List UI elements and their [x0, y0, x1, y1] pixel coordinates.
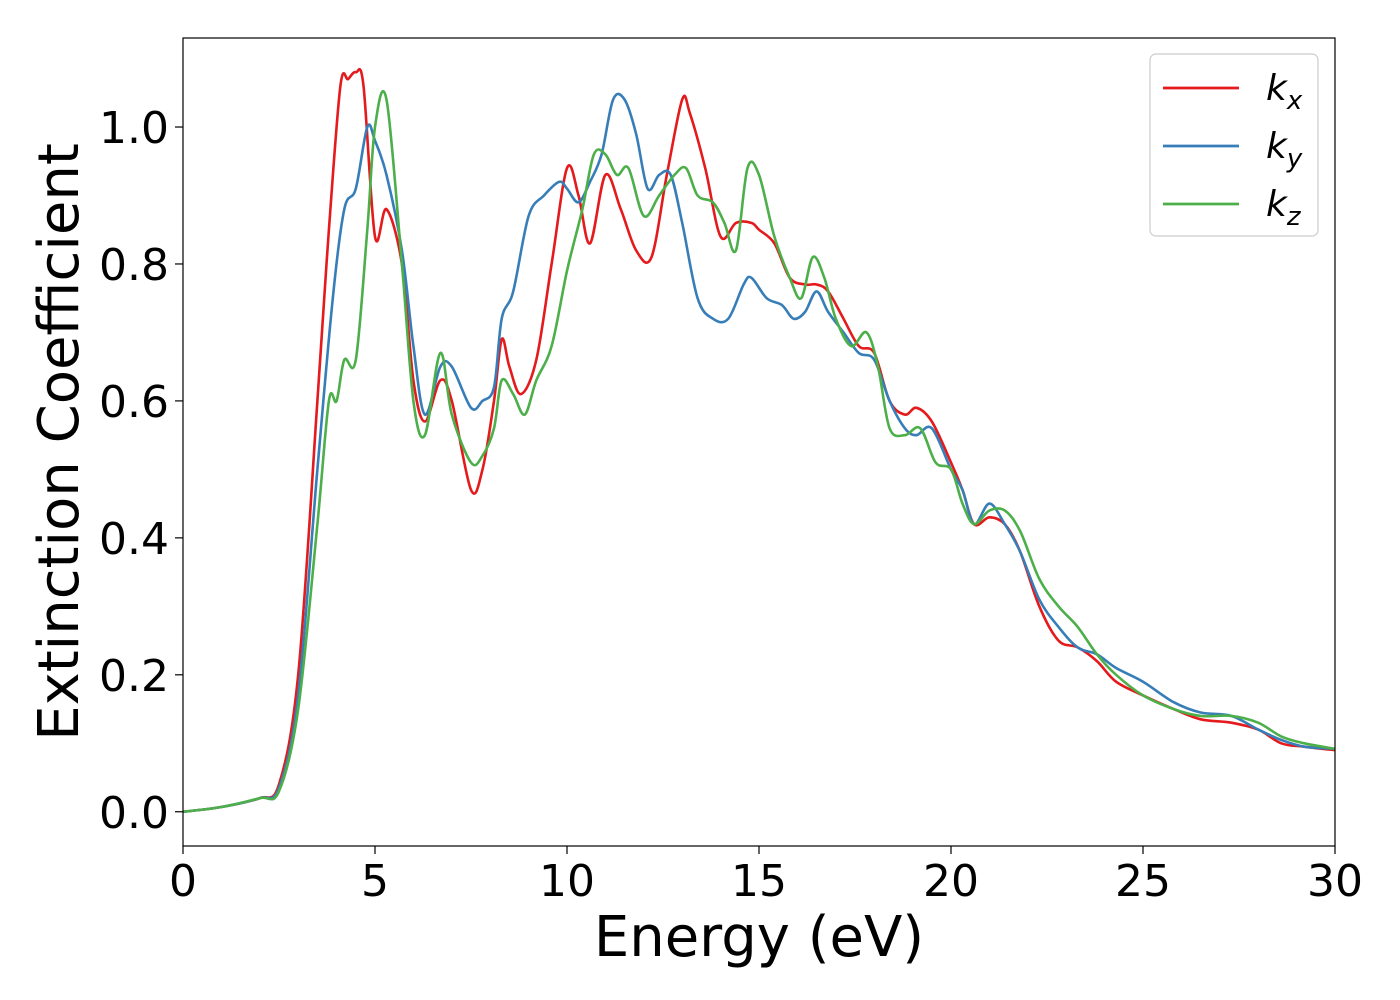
series-line-ky [182, 92, 1336, 814]
series-line-kz [182, 90, 1336, 814]
y-axis-ticks: 0.0 0.2 0.4 0.6 0.8 1.0 [99, 103, 183, 839]
x-tick-label: 15 [731, 856, 787, 907]
x-axis-label: Energy (eV) [594, 905, 924, 970]
y-tick-label: 0.4 [99, 514, 169, 565]
x-axis-ticks: 0 5 10 15 20 25 30 [169, 846, 1363, 907]
y-tick-label: 1.0 [99, 103, 169, 154]
y-tick-label: 0.6 [99, 377, 169, 428]
x-tick-label: 10 [539, 856, 595, 907]
x-tick-label: 5 [361, 856, 389, 907]
x-tick-label: 30 [1307, 856, 1363, 907]
x-tick-label: 25 [1115, 856, 1171, 907]
y-tick-label: 0.8 [99, 240, 169, 291]
y-tick-label: 0.0 [99, 788, 169, 839]
x-tick-label: 0 [169, 856, 197, 907]
y-tick-label: 0.2 [99, 651, 169, 702]
x-tick-label: 20 [923, 856, 979, 907]
y-axis-label: Extinction Coefficient [27, 143, 92, 741]
series-lines [182, 67, 1336, 814]
